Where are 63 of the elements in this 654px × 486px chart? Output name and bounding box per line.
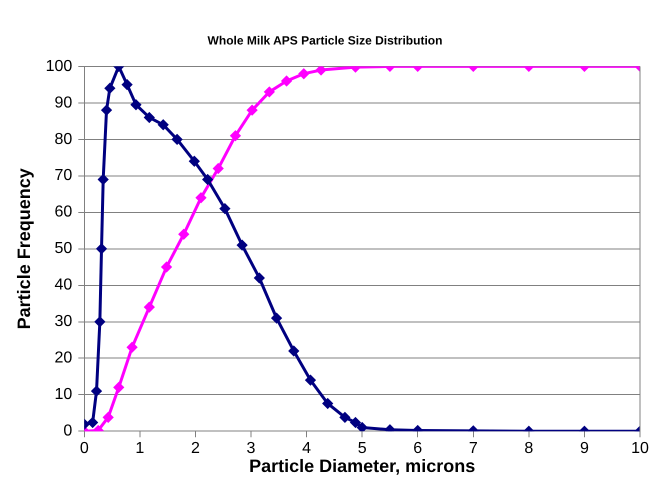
x-tick-label: 6 (413, 440, 422, 458)
y-tick-label: 20 (54, 350, 72, 367)
x-axis-title: Particle Diameter, microns (249, 456, 476, 476)
point (340, 412, 350, 422)
point (104, 83, 115, 94)
y-tick-label: 60 (54, 204, 72, 221)
y-tick-label: 90 (54, 94, 72, 112)
point (282, 76, 292, 86)
point (130, 100, 141, 110)
point (102, 105, 112, 116)
point (272, 313, 282, 324)
point (202, 174, 213, 184)
point (357, 422, 368, 432)
y-tick-label: 10 (54, 386, 72, 404)
point (298, 68, 309, 79)
x-tick-label: 7 (468, 440, 478, 458)
point (264, 86, 274, 97)
chart-title: Whole Milk APS Particle Size Distribution (208, 34, 442, 48)
point (144, 112, 154, 122)
point (213, 164, 224, 174)
point (230, 130, 240, 141)
point (178, 229, 189, 240)
point (305, 375, 316, 386)
y-tick-label: 80 (54, 130, 72, 148)
y-tick-label: 30 (54, 313, 72, 330)
point (237, 240, 248, 250)
y-tick-label: 70 (54, 167, 72, 184)
x-tick-label: 10 (631, 440, 649, 458)
point (94, 316, 105, 327)
y-tick-label: 40 (54, 276, 72, 294)
point (158, 120, 168, 130)
point (92, 386, 102, 396)
x-tick-label: 0 (80, 440, 89, 458)
y-axis-title: Particle Frequency (14, 168, 34, 330)
x-tick-label: 9 (580, 440, 589, 458)
point (162, 262, 172, 272)
x-tick-label: 8 (524, 440, 534, 458)
y-tick-label: 0 (63, 422, 72, 440)
point (189, 156, 200, 166)
point (316, 66, 326, 76)
point (196, 192, 206, 203)
x-tick-label: 1 (135, 440, 144, 458)
point (220, 204, 230, 214)
x-tick-label: 3 (246, 440, 256, 458)
y-tick-label: 50 (54, 240, 72, 258)
point (103, 412, 114, 422)
point (144, 302, 154, 312)
point (114, 382, 124, 392)
x-tick-label: 2 (190, 440, 200, 458)
point (98, 174, 108, 184)
y-tick-label: 100 (46, 58, 72, 75)
point (172, 134, 182, 144)
point (247, 105, 258, 116)
x-tick-label: 5 (358, 440, 367, 458)
point (122, 80, 132, 90)
point (96, 244, 107, 254)
point (127, 342, 138, 352)
point (254, 272, 264, 283)
point (88, 417, 98, 428)
point (288, 346, 299, 356)
point (350, 417, 360, 428)
point (322, 398, 333, 408)
x-tick-label: 4 (302, 440, 312, 458)
